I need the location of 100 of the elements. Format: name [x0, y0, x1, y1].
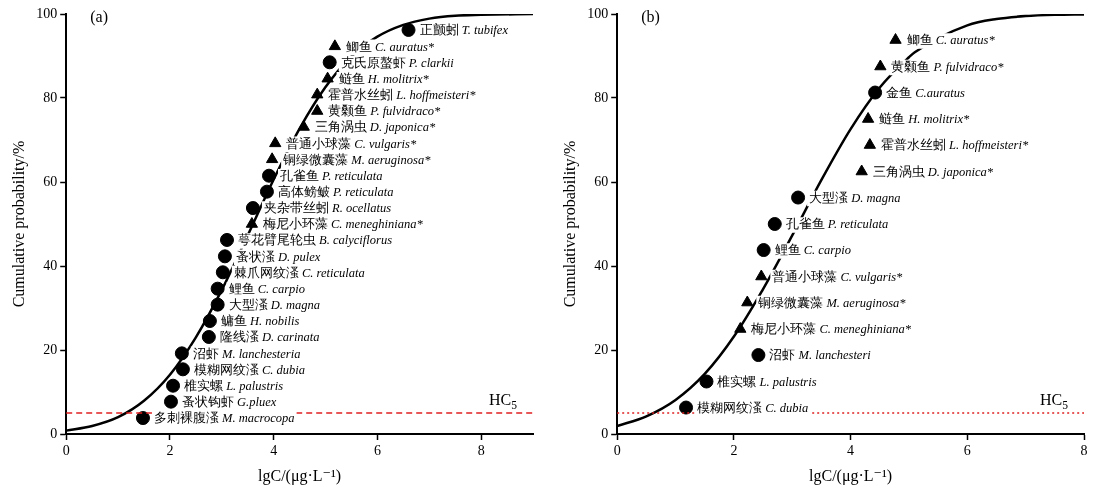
- x-tick-label: 2: [730, 443, 738, 459]
- annotation: 梅尼小环藻 C. meneghiniana*: [750, 322, 912, 337]
- annotation: 隆线溞 D. carinata: [219, 330, 320, 345]
- annotation: 铜绿微囊藻 M. aeruginosa*: [282, 152, 432, 167]
- point: [791, 190, 806, 205]
- point: [245, 217, 259, 228]
- annotation: 夹杂带丝蚓 R. ocellatus: [263, 201, 392, 216]
- annotation: 鳙鱼 H. nobilis: [220, 314, 300, 329]
- annotation: (a): [90, 8, 108, 27]
- y-tick-label: 0: [601, 425, 609, 441]
- point: [741, 295, 754, 307]
- annotation: 鲤鱼 C. carpio: [228, 281, 306, 296]
- point: [210, 297, 225, 312]
- annotation: 棘爪网纹溞 C. reticulata: [233, 265, 365, 280]
- annotation: 铜绿微囊藻 M. aeruginosa*: [757, 295, 907, 310]
- x-tick-label: 8: [1080, 443, 1088, 459]
- y-tick-label: 40: [43, 257, 58, 273]
- annotation: 蚤状溞 D. pulex: [235, 249, 321, 264]
- point: [874, 59, 887, 71]
- annotation: 鲤鱼 C. carpio: [774, 243, 852, 258]
- point: [401, 22, 416, 37]
- point: [755, 269, 768, 281]
- point: [863, 138, 876, 149]
- point: [311, 87, 324, 99]
- y-tick-label: 20: [594, 341, 609, 357]
- annotation: 椎实螺 L. palustris: [717, 374, 817, 389]
- point: [767, 217, 782, 231]
- annotation: 蚤状钩虾 G.pluex: [181, 394, 277, 409]
- annotation: 孔雀鱼 P. reticulata: [785, 217, 889, 232]
- x-tick-label: 4: [270, 443, 278, 459]
- x-tick-label: 6: [963, 443, 971, 459]
- annotation: 鲫鱼 C. auratus*: [906, 33, 996, 48]
- point: [166, 378, 181, 393]
- y-axis-title: Cumulative probability/%: [560, 140, 579, 308]
- point: [135, 411, 150, 426]
- point: [756, 243, 771, 258]
- annotation: 沼虾 M. lanchesteri: [769, 348, 872, 363]
- annotation: 椎实螺 L. palustris: [184, 378, 284, 393]
- y-tick-label: 100: [36, 5, 58, 21]
- y-axis-title: Cumulative probability/%: [9, 140, 28, 308]
- y-tick-label: 100: [587, 5, 609, 21]
- annotation: 克氏原螯虾 P. clarkii: [340, 55, 455, 70]
- annotation: 多刺裸腹溞 M. macrocopa: [153, 411, 295, 426]
- annotation: 沼虾 M. lanchesteria: [192, 346, 301, 361]
- point: [679, 400, 694, 415]
- point: [201, 329, 216, 344]
- point: [202, 314, 217, 329]
- annotation: 萼花臂尾轮虫 B. calyciflorus: [237, 232, 393, 248]
- annotation: 三角涡虫 D. japonica*: [314, 120, 436, 135]
- x-tick-label: 4: [847, 443, 855, 459]
- annotation: 鲢鱼 H. molitrix*: [338, 71, 430, 86]
- annotation: 黄颡鱼 P. fulvidraco*: [328, 104, 442, 119]
- annotation: 鲢鱼 H. molitrix*: [879, 112, 971, 127]
- annotation: 大型溞 D. magna: [228, 297, 321, 312]
- point: [259, 184, 274, 199]
- x-axis-title: lgC/(μg·L⁻¹): [258, 466, 342, 485]
- point: [699, 374, 714, 389]
- x-tick-label: 0: [62, 443, 70, 459]
- point: [311, 104, 324, 115]
- point: [322, 55, 337, 70]
- annotation: 普通小球藻 C. vulgaris*: [772, 268, 904, 284]
- annotation: 模糊网纹溞 C. dubia: [193, 362, 306, 377]
- x-tick-label: 0: [613, 443, 621, 459]
- point: [245, 201, 260, 216]
- point: [175, 362, 190, 377]
- point: [889, 33, 902, 44]
- annotation: (b): [641, 8, 660, 27]
- x-axis-title: lgC/(μg·L⁻¹): [809, 466, 893, 485]
- y-tick-label: 0: [50, 425, 58, 441]
- annotation: 普通小球藻 C. vulgaris*: [286, 135, 417, 151]
- point: [217, 249, 232, 264]
- y-tick-label: 60: [594, 173, 609, 189]
- annotation: 金鱼 C.auratus: [886, 85, 966, 100]
- annotation: 霍普水丝蚓 L. hoffmeisteri*: [880, 137, 1029, 153]
- point: [210, 281, 225, 296]
- annotation: 模糊网纹溞 C. dubia: [697, 400, 809, 415]
- annotation: 三角涡虫 D. japonica*: [872, 164, 994, 179]
- y-tick-label: 80: [43, 89, 58, 105]
- annotation: 梅尼小环藻 C. meneghiniana*: [261, 217, 424, 232]
- annotation: 黄颡鱼 P. fulvidraco*: [891, 59, 1005, 74]
- point: [265, 152, 279, 164]
- y-tick-label: 80: [594, 89, 609, 105]
- point: [328, 39, 341, 51]
- point: [163, 394, 178, 409]
- annotation: 正颤蚓 T. tubifex: [419, 23, 509, 38]
- point: [262, 168, 276, 183]
- point: [868, 85, 883, 100]
- x-tick-label: 2: [166, 443, 174, 459]
- y-tick-label: 60: [43, 173, 58, 189]
- annotation: 孔雀鱼 P. reticulata: [280, 168, 383, 183]
- annotation: 大型溞 D. magna: [809, 190, 901, 205]
- point: [321, 71, 334, 83]
- x-tick-label: 8: [477, 443, 485, 459]
- point: [855, 164, 868, 176]
- annotation: 鲫鱼 C. auratus*: [345, 39, 435, 54]
- y-tick-label: 20: [43, 341, 58, 357]
- y-tick-label: 40: [594, 257, 609, 273]
- x-tick-label: 6: [373, 443, 381, 459]
- point: [734, 322, 747, 333]
- point: [215, 265, 230, 280]
